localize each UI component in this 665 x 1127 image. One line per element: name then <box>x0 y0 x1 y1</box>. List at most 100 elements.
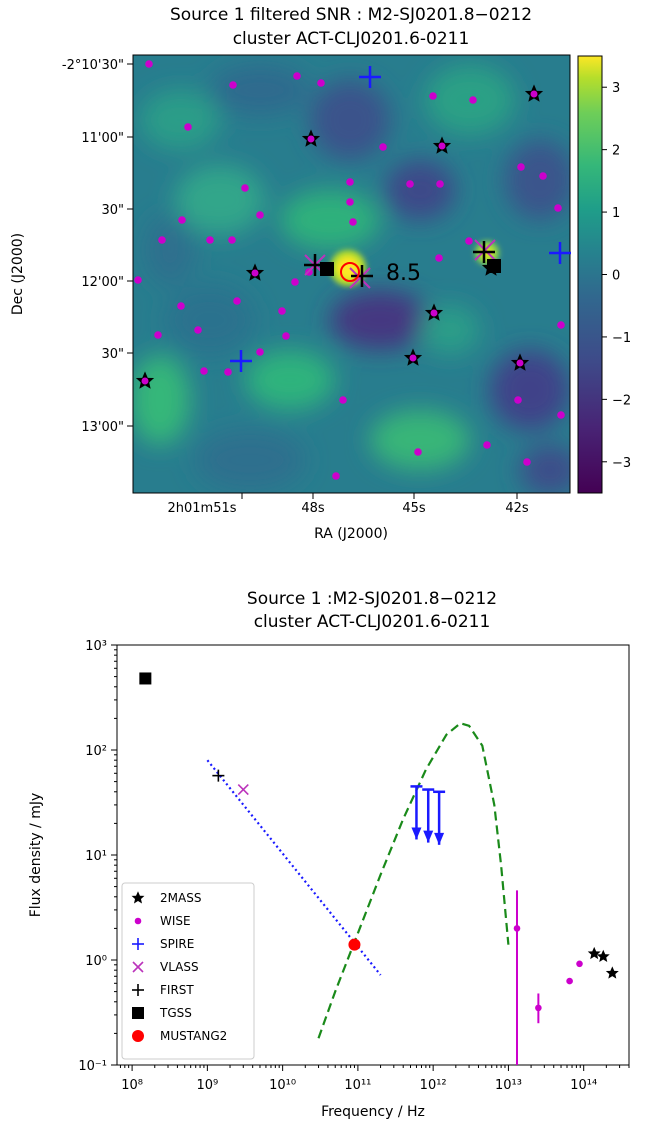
wise-source-marker <box>483 441 491 449</box>
wise-source-marker <box>429 92 437 100</box>
legend-marker-tgss <box>132 1007 144 1019</box>
wise-source-marker <box>346 178 354 186</box>
wise-overlap-marker <box>438 142 446 150</box>
map-xlabel: RA (J2000) <box>314 526 388 542</box>
legend-marker-vlass <box>132 961 144 973</box>
colorbar-tick-label: 2 <box>612 144 620 159</box>
snr-map <box>133 55 570 493</box>
wise-source-marker <box>206 236 214 244</box>
wise-source-marker <box>339 396 347 404</box>
tgss-source-marker <box>487 259 501 273</box>
x-tick-label: 10¹² <box>420 1078 447 1093</box>
y-tick-label: 10⁰ <box>85 954 107 969</box>
wise-source-marker <box>278 307 286 315</box>
sed-ylabel: Flux density / mJy <box>28 793 44 918</box>
colorbar-tick-label: 3 <box>612 81 620 96</box>
legend-label-tgss: TGSS <box>159 1006 192 1020</box>
dec-tick-4: 30" <box>101 347 124 362</box>
wise-source-marker <box>349 218 357 226</box>
map-markers <box>134 60 571 480</box>
wise-source-marker <box>224 368 232 376</box>
wise-source-marker <box>469 96 477 104</box>
vlass-data-point <box>237 783 249 796</box>
map-dec-ticks: -2°10'30" 11'00" 30" 12'00" 30" 13'00" <box>62 58 133 435</box>
wise-source-marker <box>517 163 525 171</box>
dust-fit-line <box>317 721 510 1039</box>
ra-tick-1: 48s <box>301 501 325 516</box>
sed-xlabel: Frequency / Hz <box>321 1104 425 1120</box>
wise-source-marker <box>200 367 208 375</box>
wise-source-marker <box>291 278 299 286</box>
y-tick-label: 10⁻¹ <box>78 1059 107 1074</box>
legend-marker-spire <box>132 938 144 950</box>
wise-overlap-marker <box>307 135 315 143</box>
dec-tick-0: -2°10'30" <box>62 58 124 73</box>
sed-title-line1: Source 1 :M2-SJ0201.8−0212 <box>247 589 497 609</box>
legend-label-mustang2: MUSTANG2 <box>160 1029 227 1043</box>
colorbar-tick-label: −3 <box>612 456 631 471</box>
legend-marker-mustang2 <box>132 1030 144 1042</box>
x-tick-label: 10¹¹ <box>344 1078 371 1093</box>
wise-source-marker <box>539 172 547 180</box>
dec-tick-1: 11'00" <box>81 131 124 146</box>
sed-title-line2: cluster ACT-CLJ0201.6-0211 <box>254 612 491 632</box>
legend-label-spire: SPIRE <box>160 937 194 951</box>
map-title-line1: Source 1 filtered SNR : M2-SJ0201.8−0212 <box>170 5 532 25</box>
map-frame <box>132 54 571 494</box>
wise-source-marker <box>557 411 565 419</box>
wise-source-marker <box>194 326 202 334</box>
wise-source-marker <box>514 396 522 404</box>
sed-plot <box>139 672 619 1065</box>
colorbar <box>577 55 603 494</box>
wise-source-marker <box>332 472 340 480</box>
wise-source-marker <box>134 276 142 284</box>
dec-tick-2: 30" <box>101 203 124 218</box>
wise-source-marker <box>233 297 241 305</box>
legend-label-2mass: 2MASS <box>160 891 201 905</box>
wise-source-marker <box>241 184 249 192</box>
legend-marker-first <box>132 984 144 996</box>
tgss-data-point <box>139 672 152 685</box>
mustang2-data-point <box>348 938 361 951</box>
legend-marker-wise <box>134 917 142 925</box>
spire-upper-limit <box>422 788 435 843</box>
wise-overlap-marker <box>141 377 149 385</box>
wise-source-marker <box>435 254 443 262</box>
wise-source-marker <box>154 331 162 339</box>
wise-source-marker <box>554 204 562 212</box>
wise-data-point <box>576 960 583 968</box>
dec-tick-5: 13'00" <box>81 420 124 435</box>
x-tick-label: 10¹³ <box>495 1078 522 1093</box>
map-title-line2: cluster ACT-CLJ0201.6-0211 <box>233 29 470 49</box>
wise-source-marker <box>177 302 185 310</box>
legend-label-wise: WISE <box>160 914 191 928</box>
ra-tick-3: 42s <box>505 501 529 516</box>
wise-source-marker <box>282 332 290 340</box>
wise-overlap-marker <box>409 354 417 362</box>
wise-source-marker <box>256 211 264 219</box>
wise-source-marker <box>229 81 237 89</box>
colorbar-ticks: 3 2 1 0 −1 −2 −3 <box>602 81 631 471</box>
colorbar-tick-label: −1 <box>612 331 631 346</box>
wise-data-point <box>566 977 573 985</box>
spire-upper-limit <box>410 785 423 840</box>
legend-label-first: FIRST <box>160 983 194 997</box>
wise-overlap-marker <box>516 359 524 367</box>
legend-label-vlass: VLASS <box>160 960 199 974</box>
wise-source-marker <box>465 237 473 245</box>
y-tick-label: 10² <box>85 744 107 759</box>
ra-tick-2: 45s <box>402 501 426 516</box>
wise-source-marker <box>228 236 236 244</box>
dec-tick-3: 12'00" <box>81 275 124 290</box>
map-ra-ticks: 2h01m51s 48s 45s 42s <box>167 493 529 516</box>
y-tick-label: 10¹ <box>85 849 107 864</box>
colorbar-tick-label: −2 <box>612 393 631 408</box>
wise-source-marker <box>436 180 444 188</box>
colorbar-tick-label: 1 <box>612 206 620 221</box>
mustang2-source-marker <box>340 262 360 282</box>
x-tick-label: 10¹⁰ <box>269 1078 296 1093</box>
wise-source-marker <box>184 123 192 131</box>
wise-overlap-marker <box>430 309 438 317</box>
spire-upper-limit <box>433 790 446 845</box>
